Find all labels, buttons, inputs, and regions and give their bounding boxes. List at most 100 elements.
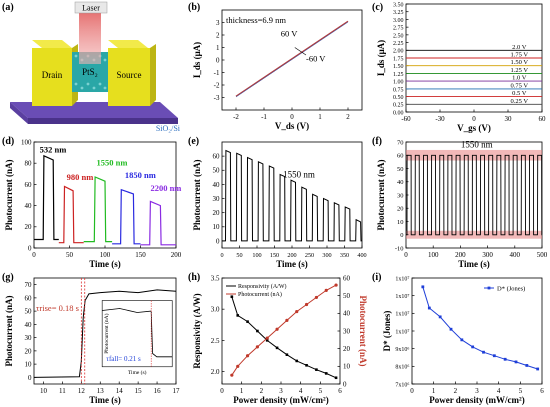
x-tick-label: 150 (270, 252, 279, 259)
y-axis-label: Photocurrent (nA) (4, 159, 14, 230)
data-point (482, 350, 485, 354)
data-point (514, 360, 518, 364)
data-point (295, 359, 299, 363)
panel-label-e: (e) (188, 136, 200, 147)
data-point (265, 336, 269, 340)
x-axis-label: V_ds (V) (275, 121, 309, 131)
x-tick-label: 10 (40, 387, 48, 395)
y-tick-label: 3.0 (211, 306, 220, 314)
series-label: 2200 nm (150, 183, 181, 193)
x-tick-label: 50 (66, 251, 74, 259)
data-point (275, 346, 279, 350)
data-point (334, 283, 338, 287)
chart-title: 1550 nm (461, 139, 493, 149)
y-tick-label: -2 (214, 81, 220, 89)
y-tick-label: 30 (397, 192, 404, 199)
annotation-thickness: thickness=6.9 nm (226, 15, 286, 25)
y-tick-label: 70 (397, 139, 404, 146)
data-point (438, 315, 442, 319)
y-tick-label: 2.75 (393, 26, 404, 32)
y-tick-label: 60 (25, 181, 33, 189)
y-tick-label: 3.5 (211, 274, 220, 282)
x-tick-label: 300 (322, 252, 331, 259)
chart-b-iv-curve: -2 -1 0 1 2 -3 -2 -1 0 1 2 3 thickness=6.9 nm 60 V -60… (192, 9, 363, 131)
drain-electrode (32, 48, 72, 106)
x-tick-label: 5 (519, 387, 523, 395)
x-tick-label: 1 (318, 113, 322, 121)
data-point (230, 295, 234, 299)
substrate-label: SiO₂/Si (156, 124, 181, 133)
legend-label: Responsivity (A/W) (238, 283, 287, 290)
chart-h-responsivity: 0 1 2 3 4 5 6 2.0 2.5 3.0 3.5 0 10 20 30 40 50 60 Responsi… (192, 274, 368, 405)
source-electrode-top (108, 40, 148, 48)
plot-frame (221, 141, 363, 249)
x-axis-label: Time (s) (458, 259, 490, 269)
data-point (256, 329, 259, 333)
y-tick-label: 60 (343, 274, 351, 282)
y-tick-label: 2.5 (211, 337, 220, 345)
y-tick-label: -10 (395, 245, 404, 252)
y-tick-label: 40 (397, 179, 404, 186)
y-axis-label: Photocurrent (nA) (376, 159, 386, 230)
data-point (295, 309, 299, 314)
y-tick-label: 10 (213, 223, 221, 231)
x-tick-label: 100 (428, 251, 439, 259)
panel-label-f: (f) (372, 136, 382, 147)
x-tick-label: 2 (454, 387, 458, 395)
y-tick-label: 2.25 (393, 41, 404, 47)
y-tick-label: 1.25 (393, 72, 404, 78)
x-tick-label: -2 (233, 113, 239, 121)
x-tick-label: -60 (401, 115, 411, 123)
photo-trace (83, 176, 113, 243)
x-tick-label: 14 (116, 387, 124, 395)
y-tick-label: 0.25 (393, 103, 404, 109)
laser-label: Laser (82, 4, 100, 13)
channel-label: PtS₂ (82, 67, 98, 77)
x-tick-label: 60 (539, 115, 547, 123)
y-tick-label: 60 (397, 153, 404, 160)
data-point (265, 339, 269, 342)
chart-i-detectivity: 0 1 2 3 4 5 6 7x10⁶ 8x10⁶ 9x10⁶ 1x10⁷ 1x10⁷ 1x10⁷ 1x1… (382, 276, 544, 405)
y-tick-label: 60 (25, 294, 33, 302)
y-tick-label: 2.00 (393, 49, 404, 55)
series-label: 0.75 V (511, 82, 529, 89)
series-label: 980 nm (67, 172, 94, 182)
y-tick-label: 3 (216, 19, 220, 27)
data-point (236, 314, 240, 317)
x-tick-label: 13 (97, 387, 105, 395)
x-tick-label: -1 (261, 113, 267, 121)
y-tick-label: 0 (343, 380, 347, 388)
y-tick-label: 3.00 (393, 18, 404, 24)
x-tick-label: 11 (59, 387, 66, 395)
panel-label-h: (h) (188, 272, 201, 283)
y-tick-label: 20 (343, 345, 351, 353)
decay-trace (222, 149, 362, 242)
x-tick-label: 17 (173, 387, 181, 395)
y-tick-label: 1.50 (393, 64, 404, 70)
y-tick-label: 50 (213, 167, 221, 175)
data-point (421, 285, 425, 289)
y-tick-label: 80 (25, 160, 33, 168)
y-tick-label: 40 (213, 181, 221, 189)
data-point (324, 288, 328, 292)
x-tick-label: 4 (299, 387, 303, 395)
y-tick-label: 40 (25, 321, 33, 329)
x-axis-label: V_gs (V) (457, 123, 491, 133)
gate-arrow (294, 47, 307, 56)
x-tick-label: 0 (410, 387, 414, 395)
x-tick-label: 16 (154, 387, 162, 395)
x-tick-label: 3 (475, 387, 479, 395)
x-tick-label: 250 (305, 252, 314, 259)
data-point (246, 320, 249, 323)
y-tick-label: 0.75 (393, 87, 404, 93)
legend-label: D* (Jones) (497, 285, 525, 292)
series-label: 0.25 V (511, 98, 529, 105)
iv-line-alt (235, 21, 349, 98)
stability-trace (406, 154, 543, 236)
y-tick-label: 1x10⁷ (395, 276, 409, 282)
data-point (285, 318, 289, 322)
y-tick-label: 3.25 (393, 10, 404, 16)
band-low (406, 230, 542, 239)
x-tick-label: 2 (346, 113, 350, 121)
